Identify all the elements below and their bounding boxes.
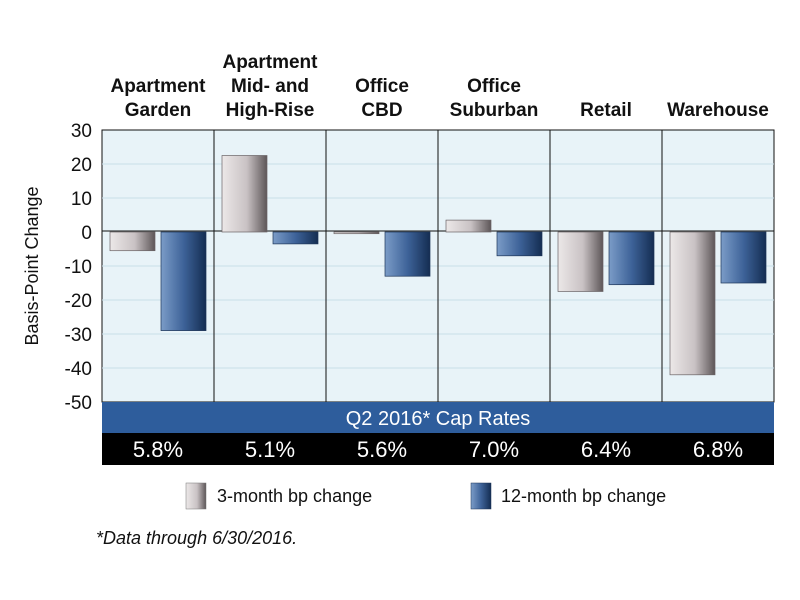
legend: 3-month bp change 12-month bp change [185, 482, 666, 510]
legend-label-3-month: 3-month bp change [217, 486, 372, 506]
footnote: *Data through 6/30/2016. [96, 528, 298, 548]
bar-12-month [160, 231, 207, 331]
cap-rate-band-title: Q2 2016* Cap Rates [346, 408, 531, 430]
y-tick-labels: 30 20 10 0 -10 -20 -30 -40 -50 [65, 121, 92, 414]
bar-3-month [109, 231, 156, 252]
bar-12-month [272, 231, 319, 245]
cap-rate-value: 6.8% [693, 437, 743, 462]
category-label: Office CBD [355, 76, 409, 121]
y-axis-title: Basis-Point Change [22, 186, 42, 345]
legend-swatch-3-month [185, 482, 207, 510]
category-label: Apartment Garden [110, 76, 206, 121]
bar-12-month [384, 231, 431, 277]
bar-12-month [720, 231, 767, 284]
cap-rate-value: 5.8% [133, 437, 183, 462]
y-tick-label: -20 [65, 291, 92, 312]
bar-3-month [557, 231, 604, 292]
cap-rate-value: 5.6% [357, 437, 407, 462]
bar-12-month [496, 231, 543, 257]
category-label: Office Suburban [450, 76, 539, 121]
y-tick-label: 10 [71, 189, 92, 210]
y-tick-label: 0 [81, 223, 92, 244]
y-tick-label: 20 [71, 155, 92, 176]
bar-3-month [669, 231, 716, 376]
bar-3-month [445, 219, 492, 233]
bars [109, 155, 767, 376]
y-tick-label: -10 [65, 257, 92, 278]
cap-rate-value: 6.4% [581, 437, 631, 462]
cap-rate-values: 5.8% 5.1% 5.6% 7.0% 6.4% 6.8% [133, 437, 743, 462]
y-tick-label: -30 [65, 325, 92, 346]
y-tick-label: 30 [71, 121, 92, 142]
category-label: Warehouse [667, 100, 769, 121]
bar-12-month [608, 231, 655, 286]
bar-3-month [221, 155, 268, 233]
cap-rate-row [102, 433, 774, 465]
y-tick-label: -50 [65, 393, 92, 414]
cap-rate-band [102, 402, 774, 433]
category-dividers [213, 130, 663, 402]
y-tick-label: -40 [65, 359, 92, 380]
category-label: Apartment Mid- and High-Rise [222, 52, 318, 121]
bar-3-month [333, 231, 380, 235]
category-label: Retail [580, 100, 632, 121]
legend-swatch-12-month [470, 482, 492, 510]
legend-label-12-month: 12-month bp change [501, 486, 666, 506]
cap-rate-value: 5.1% [245, 437, 295, 462]
cap-rate-value: 7.0% [469, 437, 519, 462]
category-labels: Apartment Garden Apartment Mid- and High-Ris… [110, 52, 768, 121]
